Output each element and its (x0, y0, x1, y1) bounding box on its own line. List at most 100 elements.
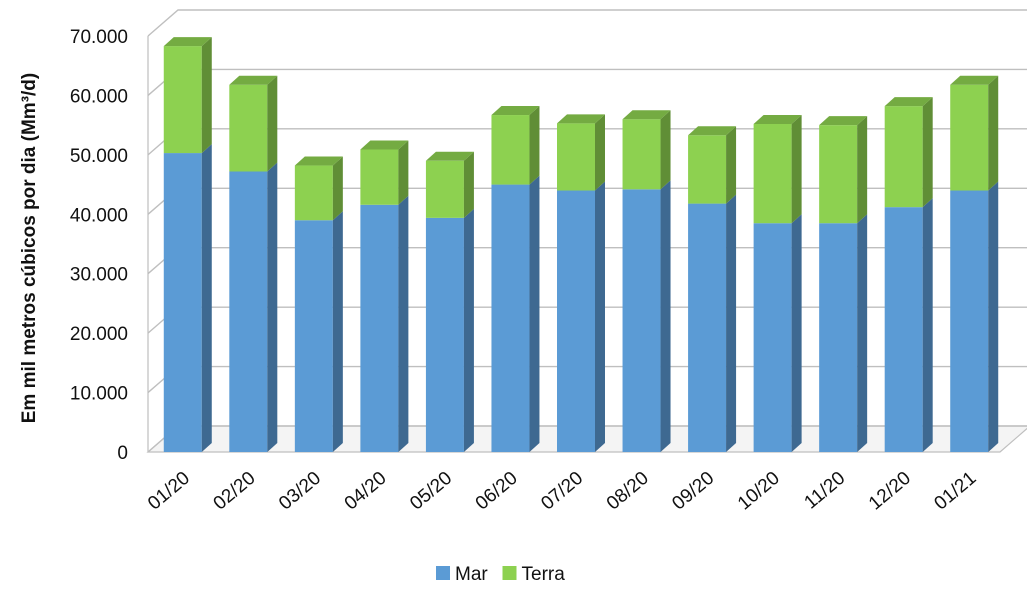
bar-segment-mar (163, 144, 212, 452)
bar-side (529, 106, 540, 185)
bar-front (622, 119, 661, 190)
bar-segment-mar (557, 181, 605, 452)
x-tick-label: 06/20 (472, 468, 522, 515)
bar-stack (360, 140, 409, 452)
bar-top (819, 116, 868, 126)
bar-segment-mar (425, 208, 474, 452)
bar-front (819, 223, 858, 452)
bar-segment-terra (753, 114, 802, 224)
bar-segment-mar (753, 214, 802, 452)
bar-side (988, 75, 999, 191)
bar-segment-mar (819, 214, 868, 452)
bar-side (660, 180, 671, 452)
bar-segment-terra (950, 75, 999, 191)
bar-stack (294, 156, 343, 452)
bar-stack (884, 97, 933, 452)
bar-segment-terra (294, 156, 343, 221)
y-tick-label: 60.000 (70, 86, 128, 107)
x-tick-label: 10/20 (734, 468, 784, 515)
bar-side (791, 114, 802, 224)
bar-segment-mar (360, 195, 409, 452)
bar-front (163, 46, 202, 154)
bar-stack (819, 116, 868, 452)
bar-segment-mar (950, 181, 999, 452)
bar-segment-terra (688, 126, 737, 204)
bar-segment-terra (557, 114, 605, 191)
bar-top (753, 114, 802, 124)
bar-side (529, 175, 540, 453)
y-axis-ticks: 0 10.000 20.000 30.000 40.000 50.000 60.000 70.… (70, 27, 128, 464)
bar-front (884, 106, 923, 208)
x-tick-label: 09/20 (668, 468, 718, 515)
x-tick-label: 07/20 (537, 468, 587, 515)
x-tick-label: 08/20 (603, 468, 653, 515)
bar-side (398, 195, 409, 452)
bar-segment-terra (229, 75, 278, 172)
bar-stack (622, 110, 671, 452)
gridline (147, 9, 1027, 37)
x-tick-label: 01/20 (144, 468, 194, 515)
bar-segment-mar (491, 175, 540, 453)
bar-top (425, 151, 474, 161)
bar-stack (163, 37, 212, 452)
bar-segment-terra (884, 97, 933, 208)
legend-item-terra: Terra (502, 564, 565, 585)
bar-front (557, 190, 595, 452)
legend: Mar Terra (436, 564, 565, 585)
bar-top (557, 114, 605, 124)
x-tick-label: 01/21 (931, 468, 981, 515)
bar-segment-mar (884, 198, 933, 452)
bar-front (819, 125, 858, 224)
bar-top (229, 75, 278, 85)
bar-stack (753, 114, 802, 452)
bar-stack (491, 106, 540, 453)
legend-label: Mar (455, 564, 488, 585)
y-tick-label: 50.000 (70, 146, 128, 167)
bar-front (229, 171, 268, 453)
y-tick-label: 0 (117, 443, 128, 464)
bar-stack (557, 114, 605, 452)
bar-front (491, 184, 530, 453)
bar-segment-terra (163, 37, 212, 154)
bar-stack (950, 75, 999, 452)
y-tick-label: 30.000 (70, 265, 128, 286)
bar-stack (688, 126, 737, 453)
x-tick-label: 03/20 (275, 468, 325, 515)
bar-front (360, 149, 399, 205)
bar-side (922, 198, 933, 452)
legend-swatch (502, 566, 517, 580)
bar-side (463, 151, 474, 218)
bar-front (425, 217, 464, 452)
bars-group (163, 37, 999, 453)
y-tick-label: 40.000 (70, 205, 128, 226)
bar-front (688, 135, 727, 204)
bar-side (726, 126, 737, 204)
y-axis-label: Em mil metros cúbicos por dia (Mm³/d) (19, 73, 40, 424)
bar-side (332, 211, 343, 452)
bar-front (557, 123, 595, 191)
bar-side (267, 162, 278, 453)
bar-top (163, 37, 212, 47)
bar-side (595, 181, 605, 452)
x-axis-ticks: 01/20 02/20 03/20 04/20 05/20 06/20 07/20 08/20… (144, 468, 980, 515)
bar-side (463, 208, 474, 452)
x-tick-label: 11/20 (801, 468, 850, 514)
bar-side (267, 75, 278, 172)
bar-segment-terra (360, 140, 409, 205)
bar-front (884, 207, 923, 452)
bar-front (491, 115, 530, 185)
bar-top (950, 75, 999, 85)
bar-side (332, 156, 343, 221)
bar-side (726, 194, 737, 453)
x-tick-label: 05/20 (406, 468, 456, 515)
legend-item-mar: Mar (436, 564, 488, 585)
bar-front (360, 204, 399, 452)
bar-front (688, 203, 727, 452)
bar-front (753, 123, 792, 224)
bar-stack (425, 151, 474, 452)
x-tick-label: 12/20 (865, 468, 915, 515)
bar-segment-terra (622, 110, 671, 190)
bar-segment-terra (819, 116, 868, 224)
gridline (147, 68, 1027, 96)
